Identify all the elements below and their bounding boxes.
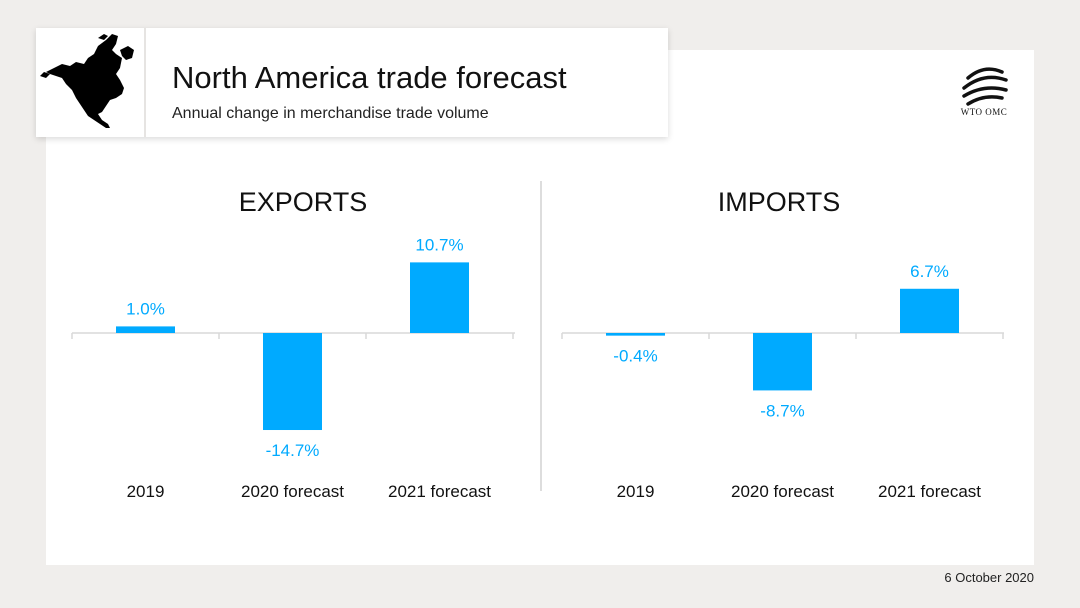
category-label: 2020 forecast: [241, 482, 344, 501]
bar: [753, 333, 812, 391]
wto-logo-text: WTO OMC: [960, 107, 1008, 117]
data-label: -0.4%: [613, 347, 657, 366]
data-label: -8.7%: [760, 401, 804, 420]
imports-chart: IMPORTS -0.4% 2019 -8.7% 2020 forecast 6.7% 2…: [561, 187, 1004, 501]
chart-title: EXPORTS: [239, 187, 368, 217]
exports-chart: EXPORTS 1.0% 2019 -14.7% 2020 forecast 10.7%…: [71, 187, 515, 501]
header-card: North America trade forecast Annual chan…: [36, 28, 668, 137]
data-label: 6.7%: [910, 262, 949, 281]
data-label: 10.7%: [415, 235, 463, 254]
footer-date: 6 October 2020: [944, 570, 1034, 585]
category-label: 2019: [617, 482, 655, 501]
page-title: North America trade forecast: [172, 60, 567, 95]
category-label: 2021 forecast: [388, 482, 491, 501]
bar: [410, 262, 469, 333]
map-thumbnail: [36, 28, 146, 137]
chart-title: IMPORTS: [718, 187, 841, 217]
data-label: -14.7%: [266, 441, 320, 460]
wto-globe-icon: [962, 67, 1008, 106]
page-subtitle: Annual change in merchandise trade volum…: [172, 105, 489, 122]
bar: [606, 333, 665, 336]
category-label: 2021 forecast: [878, 482, 981, 501]
data-label: 1.0%: [126, 299, 165, 318]
category-label: 2019: [127, 482, 165, 501]
chart-divider: [540, 181, 542, 491]
bar: [263, 333, 322, 431]
bar: [900, 288, 959, 333]
category-label: 2020 forecast: [731, 482, 834, 501]
north-america-map-icon: [40, 34, 134, 128]
bar: [116, 326, 175, 333]
